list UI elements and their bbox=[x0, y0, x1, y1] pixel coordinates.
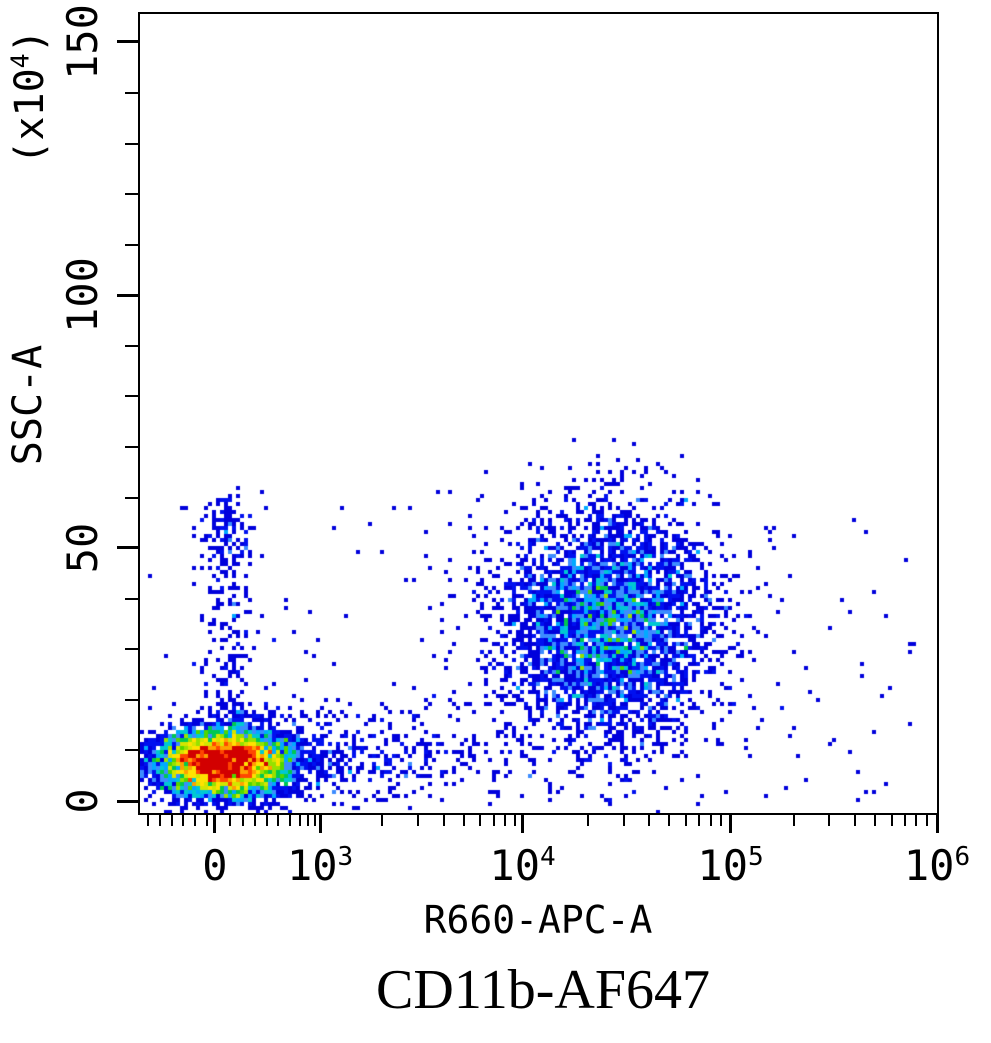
plot-title: CD11b-AF647 bbox=[376, 959, 710, 1021]
x-minor-tick bbox=[307, 815, 310, 826]
y-minor-tick bbox=[125, 698, 138, 701]
y-major-tick bbox=[117, 40, 138, 44]
y-minor-tick bbox=[125, 344, 138, 347]
x-minor-tick bbox=[193, 815, 196, 826]
x-minor-tick bbox=[668, 815, 671, 826]
x-tick-label: 105 bbox=[697, 841, 764, 890]
x-minor-tick bbox=[792, 815, 795, 826]
x-major-tick bbox=[935, 815, 939, 833]
x-minor-tick bbox=[492, 815, 495, 826]
x-minor-tick bbox=[622, 815, 625, 826]
y-axis-multiplier: (x104) bbox=[5, 29, 53, 165]
x-minor-tick bbox=[158, 815, 161, 826]
x-tick-label: 0 bbox=[202, 841, 228, 890]
x-major-tick bbox=[318, 815, 322, 833]
plot-area[interactable] bbox=[138, 12, 939, 815]
x-minor-tick bbox=[504, 815, 507, 826]
y-axis-name: SSC-A bbox=[5, 344, 51, 466]
x-minor-tick bbox=[904, 815, 907, 826]
y-minor-tick bbox=[125, 243, 138, 246]
x-minor-tick bbox=[479, 815, 482, 826]
x-minor-tick bbox=[462, 815, 465, 826]
y-minor-tick bbox=[125, 648, 138, 651]
x-minor-tick bbox=[709, 815, 712, 826]
y-major-tick bbox=[117, 546, 138, 550]
x-minor-tick bbox=[276, 815, 279, 826]
x-minor-tick bbox=[299, 815, 302, 826]
y-tick-label: 150 bbox=[58, 4, 107, 80]
y-minor-tick bbox=[125, 142, 138, 145]
x-minor-tick bbox=[314, 815, 317, 826]
x-minor-tick bbox=[265, 815, 268, 826]
x-minor-tick bbox=[182, 815, 185, 826]
x-minor-tick bbox=[241, 815, 244, 826]
x-minor-tick bbox=[890, 815, 893, 826]
y-minor-tick bbox=[125, 445, 138, 448]
x-minor-tick bbox=[146, 815, 149, 826]
x-minor-tick bbox=[853, 815, 856, 826]
y-tick-label: 100 bbox=[58, 257, 107, 334]
x-axis-name: R660-APC-A bbox=[423, 898, 653, 942]
x-minor-tick bbox=[648, 815, 651, 826]
x-minor-tick bbox=[381, 815, 384, 826]
x-minor-tick bbox=[170, 815, 173, 826]
y-major-tick bbox=[117, 799, 138, 803]
x-minor-tick bbox=[229, 815, 232, 826]
x-major-tick bbox=[521, 815, 525, 833]
x-minor-tick bbox=[514, 815, 517, 826]
x-tick-label: 103 bbox=[286, 841, 354, 890]
scatter-canvas[interactable] bbox=[140, 14, 937, 813]
x-tick-label: 104 bbox=[489, 841, 556, 890]
y-minor-tick bbox=[125, 395, 138, 398]
x-minor-tick bbox=[442, 815, 445, 826]
x-minor-tick bbox=[417, 815, 420, 826]
y-tick-label: 0 bbox=[58, 788, 107, 814]
x-minor-tick bbox=[586, 815, 589, 826]
x-minor-tick bbox=[873, 815, 876, 826]
x-minor-tick bbox=[253, 815, 256, 826]
y-minor-tick bbox=[125, 193, 138, 196]
x-minor-tick bbox=[684, 815, 687, 826]
x-minor-tick bbox=[205, 815, 208, 826]
y-minor-tick bbox=[125, 496, 138, 499]
x-minor-tick bbox=[925, 815, 928, 826]
x-major-tick bbox=[213, 815, 217, 833]
x-minor-tick bbox=[915, 815, 918, 826]
x-minor-tick bbox=[698, 815, 701, 826]
x-minor-tick bbox=[720, 815, 722, 826]
x-minor-tick bbox=[288, 815, 291, 826]
y-minor-tick bbox=[125, 749, 138, 752]
y-minor-tick bbox=[125, 91, 138, 94]
y-minor-tick bbox=[125, 597, 138, 600]
x-major-tick bbox=[729, 815, 733, 833]
y-major-tick bbox=[117, 293, 138, 297]
x-minor-tick bbox=[828, 815, 831, 826]
y-tick-label: 50 bbox=[58, 522, 107, 574]
x-tick-label: 106 bbox=[903, 841, 971, 890]
